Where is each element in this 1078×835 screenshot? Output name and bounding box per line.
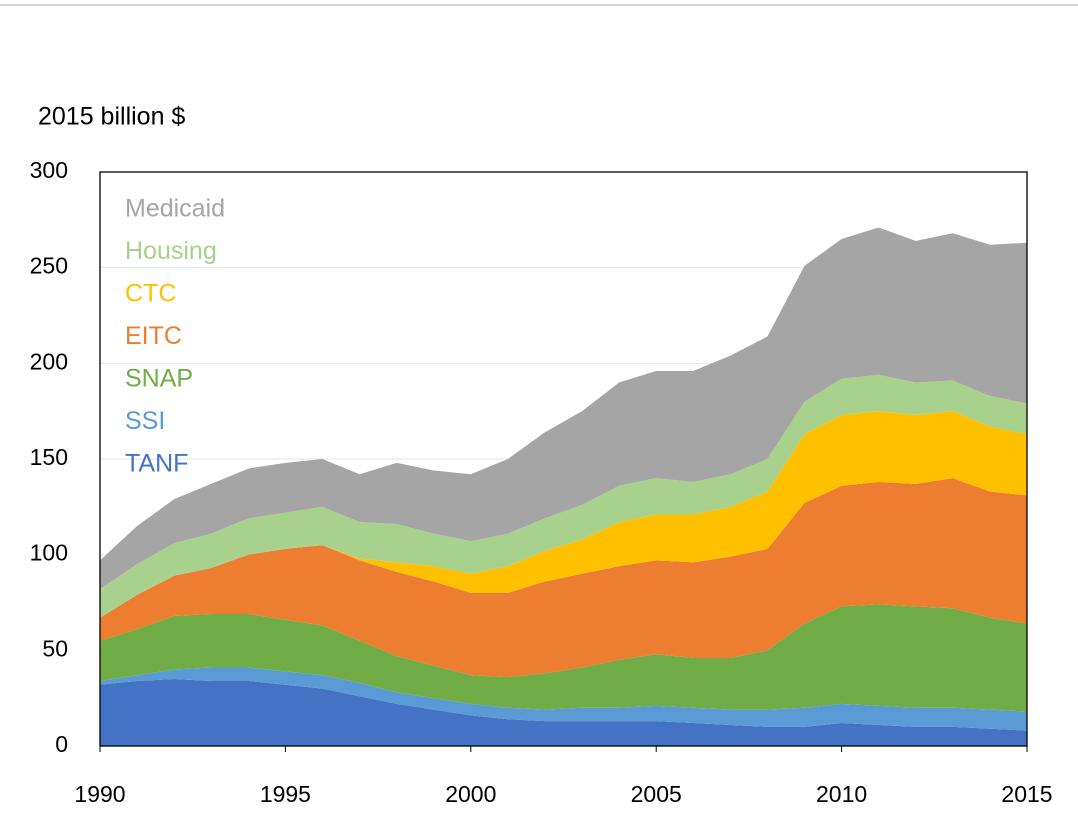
area bbox=[100, 667, 1027, 731]
area bbox=[100, 374, 1027, 618]
plot-frame bbox=[99, 171, 1028, 747]
y-tick-label: 150 bbox=[30, 444, 68, 470]
y-tick-label: 50 bbox=[42, 635, 68, 661]
y-axis-label: 2015 billion $ bbox=[38, 103, 185, 131]
y-tick-label: 100 bbox=[30, 540, 68, 566]
legend-label: EITC bbox=[125, 322, 182, 350]
legend-label: SNAP bbox=[125, 365, 193, 393]
y-tick-label: 250 bbox=[30, 253, 68, 279]
x-tick-label: 2010 bbox=[816, 781, 867, 807]
y-tick-label: 200 bbox=[30, 348, 68, 374]
legend-label: CTC bbox=[125, 280, 176, 308]
area bbox=[100, 679, 1027, 746]
x-tick-label: 1990 bbox=[74, 781, 125, 807]
legend-label: Housing bbox=[125, 237, 217, 265]
legend-label: SSI bbox=[125, 407, 165, 435]
x-tick-label: 2005 bbox=[631, 781, 682, 807]
area bbox=[100, 604, 1027, 712]
legend-label: TANF bbox=[125, 450, 188, 478]
x-tick-label: 2000 bbox=[445, 781, 496, 807]
legend-label: Medicaid bbox=[125, 195, 225, 223]
y-tick-label: 300 bbox=[30, 157, 68, 183]
y-tick-label: 0 bbox=[55, 731, 68, 757]
area bbox=[100, 227, 1027, 590]
x-tick-label: 1995 bbox=[260, 781, 311, 807]
area bbox=[100, 411, 1027, 618]
x-tick-label: 2015 bbox=[1001, 781, 1052, 807]
